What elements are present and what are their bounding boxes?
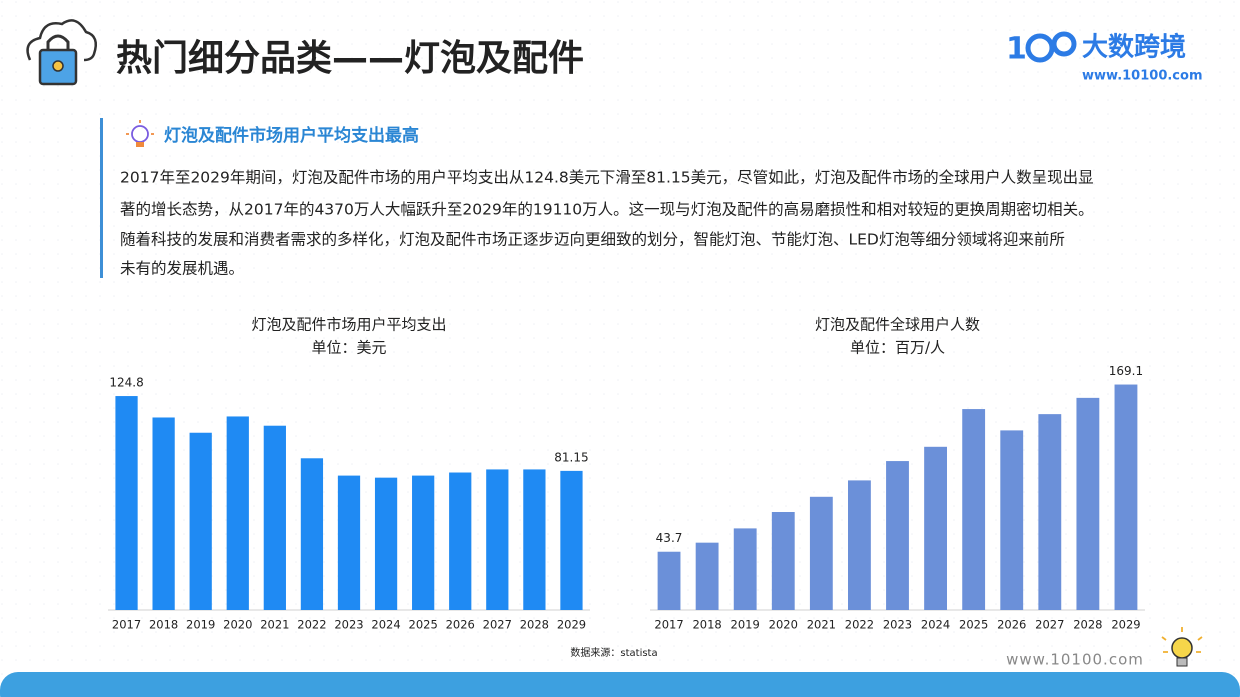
bar <box>848 480 871 610</box>
x-tick-label: 2025 <box>959 618 988 632</box>
logo-ring <box>1051 31 1077 57</box>
x-tick-label: 2025 <box>409 618 438 632</box>
data-label: 124.8 <box>109 376 143 390</box>
bar <box>1000 430 1024 610</box>
logo-url: www.10100.com <box>1082 69 1203 84</box>
section-bar <box>100 118 103 278</box>
x-tick-label: 2020 <box>223 618 252 632</box>
bar <box>962 409 986 610</box>
logo-name: 大数跨境 <box>1082 32 1186 63</box>
data-label: 43.7 <box>656 531 683 545</box>
paragraph-line: 2017年至2029年期间，灯泡及配件市场的用户平均支出从124.8美元下滑至8… <box>120 169 1094 187</box>
x-tick-label: 2024 <box>921 618 950 632</box>
bar <box>657 551 681 610</box>
bar <box>886 461 909 610</box>
bar <box>733 528 757 610</box>
bar <box>771 512 795 610</box>
bar <box>226 416 249 610</box>
chart-title: 灯泡及配件全球用户人数 <box>815 316 980 334</box>
page-title: 热门细分品类——灯泡及配件 <box>116 38 584 79</box>
bar <box>263 425 286 610</box>
x-tick-label: 2019 <box>186 618 215 632</box>
footer-bulb <box>1161 627 1203 667</box>
x-tick-label: 2018 <box>149 618 178 632</box>
x-tick-label: 2020 <box>769 618 798 632</box>
x-tick-label: 2017 <box>112 618 141 632</box>
chart-subtitle: 单位：美元 <box>311 339 386 357</box>
logo-mark: 1 <box>1006 32 1027 67</box>
bar <box>449 472 472 610</box>
x-tick-label: 2028 <box>1073 618 1102 632</box>
bar <box>412 475 435 610</box>
bar <box>523 469 546 610</box>
x-tick-label: 2018 <box>692 618 721 632</box>
x-tick-label: 2028 <box>520 618 549 632</box>
x-tick-label: 2021 <box>260 618 289 632</box>
bar <box>152 417 175 610</box>
logo-ring <box>1025 33 1055 63</box>
source: 数据来源：statista <box>570 646 657 659</box>
bar <box>337 475 361 610</box>
logo: 1 大数跨境 www.10100.com <box>1006 31 1203 84</box>
x-tick-label: 2023 <box>883 618 912 632</box>
bar <box>1114 384 1138 610</box>
bar <box>1038 414 1062 610</box>
x-tick-label: 2027 <box>483 618 512 632</box>
x-tick-label: 2021 <box>807 618 836 632</box>
x-tick-label: 2023 <box>334 618 363 632</box>
bar <box>695 542 719 610</box>
bar <box>300 458 324 610</box>
chart-title: 灯泡及配件市场用户平均支出 <box>251 316 446 334</box>
data-label: 81.15 <box>554 450 588 464</box>
bar <box>189 432 212 610</box>
lock-cloud-icon <box>26 19 97 86</box>
paragraph-line: 未有的发展机遇。 <box>120 260 244 278</box>
bar <box>809 496 833 610</box>
bar <box>374 477 398 610</box>
x-tick-label: 2017 <box>654 618 683 632</box>
x-tick-label: 2029 <box>557 618 586 632</box>
x-tick-label: 2026 <box>997 618 1026 632</box>
bar <box>486 469 509 610</box>
x-tick-label: 2029 <box>1111 618 1140 632</box>
x-tick-label: 2024 <box>371 618 400 632</box>
x-tick-label: 2022 <box>845 618 874 632</box>
bulb-icon <box>126 120 154 147</box>
paragraph-line: 随着科技的发展和消费者需求的多样化，灯泡及配件市场正逐步迈向更细致的划分，智能灯… <box>120 231 1065 249</box>
data-label: 169.1 <box>1109 364 1143 378</box>
x-tick-label: 2019 <box>731 618 760 632</box>
x-tick-label: 2027 <box>1035 618 1064 632</box>
bar <box>924 446 947 610</box>
footer-band <box>0 672 1240 697</box>
x-tick-label: 2026 <box>446 618 475 632</box>
x-tick-label: 2022 <box>297 618 326 632</box>
footer-url: www.10100.com <box>1006 651 1144 669</box>
chart-subtitle: 单位：百万/人 <box>850 339 945 357</box>
bar <box>1076 397 1100 610</box>
bar <box>115 396 138 610</box>
paragraph-line: 著的增长态势，从2017年的4370万人大幅跃升至2029年的19110万人。这… <box>120 201 1094 219</box>
section-heading: 灯泡及配件市场用户平均支出最高 <box>164 125 419 146</box>
bar <box>560 470 583 610</box>
